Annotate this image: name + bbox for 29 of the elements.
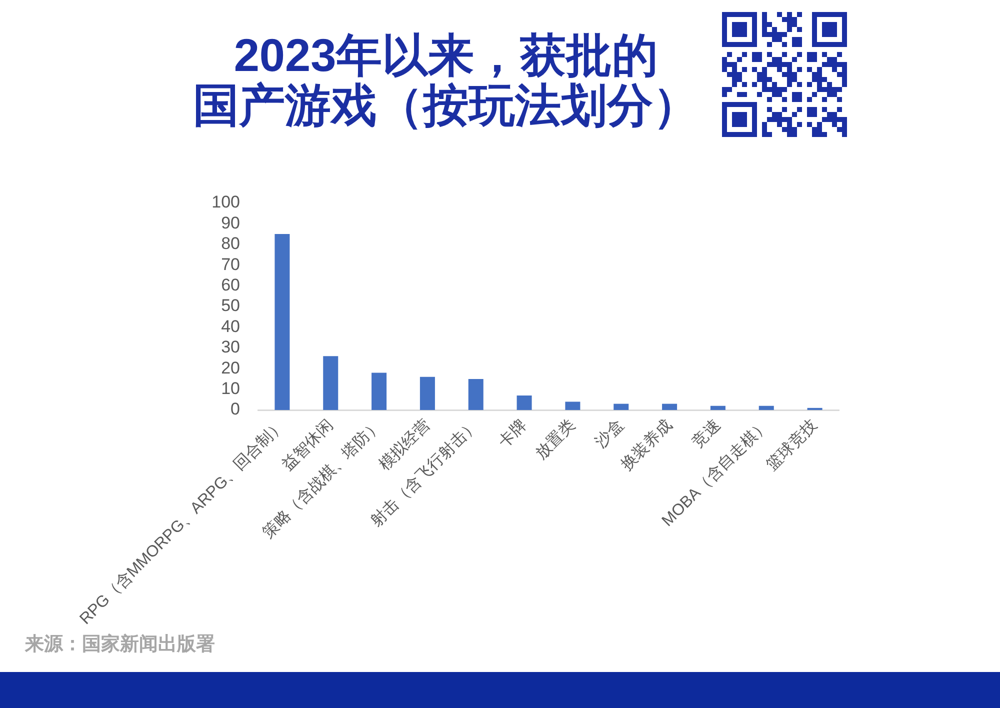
x-tick-label: 放置类 — [532, 416, 579, 463]
x-tick-label: 卡牌 — [494, 416, 530, 452]
bar — [468, 378, 484, 410]
y-tick-label: 90 — [221, 213, 240, 232]
chart-title: 2023年以来，获批的国产游戏（按玩法划分） — [192, 29, 700, 131]
x-tick-label: 竞速 — [688, 416, 724, 452]
bar — [565, 402, 580, 410]
bar — [758, 406, 774, 410]
bar — [516, 396, 532, 410]
x-tick-label: 篮球竞技 — [762, 416, 821, 474]
y-tick-label: 40 — [221, 316, 240, 336]
bar — [372, 372, 387, 410]
bar — [420, 376, 435, 410]
bar — [323, 356, 338, 410]
y-tick-label: 30 — [221, 338, 240, 357]
x-tick-label: 沙盒 — [592, 416, 628, 452]
source-note: 来源：国家新闻出版署 — [25, 632, 215, 657]
bar — [662, 404, 678, 410]
y-tick-label: 100 — [212, 192, 240, 212]
y-tick-label: 50 — [221, 296, 240, 316]
y-tick-label: 20 — [221, 358, 240, 378]
y-tick-label: 10 — [221, 378, 240, 398]
bar — [614, 404, 629, 410]
y-tick-label: 80 — [221, 234, 240, 254]
y-tick-label: 60 — [221, 275, 240, 294]
y-tick-label: 70 — [221, 254, 240, 274]
y-tick-label: 0 — [230, 400, 240, 419]
bar — [710, 406, 726, 410]
bar — [274, 234, 290, 410]
